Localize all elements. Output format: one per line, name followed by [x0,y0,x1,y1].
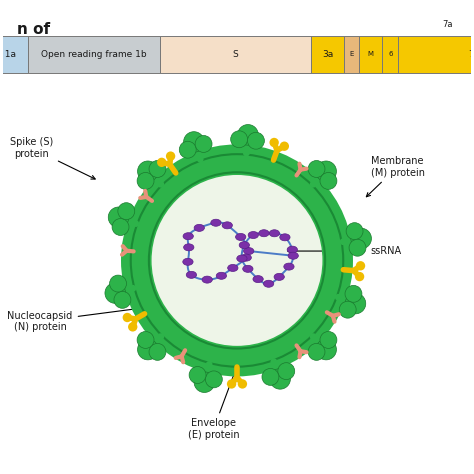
Circle shape [355,272,364,281]
Ellipse shape [244,247,254,255]
Ellipse shape [194,224,204,231]
Text: E: E [350,51,354,57]
Circle shape [270,369,291,389]
Text: Membrane
(M) protein: Membrane (M) protein [366,156,425,197]
Circle shape [137,339,158,360]
Bar [382,36,399,73]
Ellipse shape [183,244,194,251]
Bar [28,36,160,73]
Circle shape [270,138,279,147]
Ellipse shape [280,234,290,241]
Ellipse shape [287,246,298,253]
Text: frame 1a: frame 1a [0,50,16,59]
Circle shape [280,142,289,151]
Circle shape [231,131,247,148]
Ellipse shape [264,280,274,287]
Circle shape [247,132,264,149]
Circle shape [123,313,132,322]
Ellipse shape [239,242,249,249]
Circle shape [262,368,279,385]
Circle shape [157,158,166,167]
Circle shape [112,219,129,236]
Ellipse shape [202,276,212,283]
Text: Open reading frame 1b: Open reading frame 1b [41,50,146,59]
Circle shape [109,275,127,292]
Circle shape [118,203,135,219]
Ellipse shape [269,230,280,237]
Bar [359,36,382,73]
Text: 6: 6 [388,51,392,57]
Ellipse shape [211,219,221,226]
Bar [344,36,359,73]
Ellipse shape [183,233,193,240]
Circle shape [166,152,175,161]
Ellipse shape [186,271,197,278]
Circle shape [346,223,363,239]
Text: 7a: 7a [443,19,453,28]
Circle shape [195,136,212,153]
Circle shape [351,228,372,249]
Circle shape [316,161,337,182]
Text: S: S [233,50,238,59]
Circle shape [205,371,222,388]
Ellipse shape [248,231,258,238]
Circle shape [278,363,295,380]
Ellipse shape [148,172,326,349]
Ellipse shape [274,273,284,281]
Circle shape [339,301,356,318]
Circle shape [320,173,337,189]
Circle shape [237,125,258,145]
Circle shape [227,379,236,389]
Ellipse shape [241,254,251,261]
Circle shape [128,322,137,331]
Circle shape [137,161,158,182]
Text: 7a: 7a [469,50,474,59]
Bar [0,36,28,73]
Text: n of: n of [17,21,50,36]
Circle shape [238,379,247,389]
Text: M: M [368,51,374,57]
Circle shape [345,285,362,302]
Ellipse shape [243,265,253,273]
Text: Nucleocapsid
(N) protein: Nucleocapsid (N) protein [8,306,144,332]
Circle shape [320,331,337,348]
Text: ssRNA: ssRNA [288,246,401,256]
Circle shape [356,261,365,271]
Circle shape [137,173,154,189]
Bar [399,36,474,73]
Circle shape [194,372,215,392]
Text: Envelope
(E) protein: Envelope (E) protein [188,364,239,440]
Ellipse shape [288,252,298,259]
Ellipse shape [183,258,193,265]
Circle shape [183,132,204,152]
Bar [311,36,344,73]
Ellipse shape [253,275,263,283]
Circle shape [316,339,337,360]
Circle shape [308,343,325,360]
Ellipse shape [222,222,232,229]
Circle shape [149,161,166,177]
Circle shape [308,161,325,177]
Ellipse shape [228,264,238,272]
Ellipse shape [216,272,227,279]
Ellipse shape [236,233,246,240]
Circle shape [179,141,196,158]
Text: 3a: 3a [322,50,333,59]
Circle shape [114,292,131,308]
Circle shape [149,343,166,360]
Circle shape [137,331,154,348]
Circle shape [105,283,126,303]
Ellipse shape [284,263,294,270]
Ellipse shape [237,255,247,262]
Text: Spike (S)
protein: Spike (S) protein [10,137,95,179]
Circle shape [345,293,366,314]
Bar [160,36,311,73]
Circle shape [108,207,129,228]
Circle shape [189,366,206,383]
Circle shape [349,239,366,256]
Ellipse shape [259,230,269,237]
